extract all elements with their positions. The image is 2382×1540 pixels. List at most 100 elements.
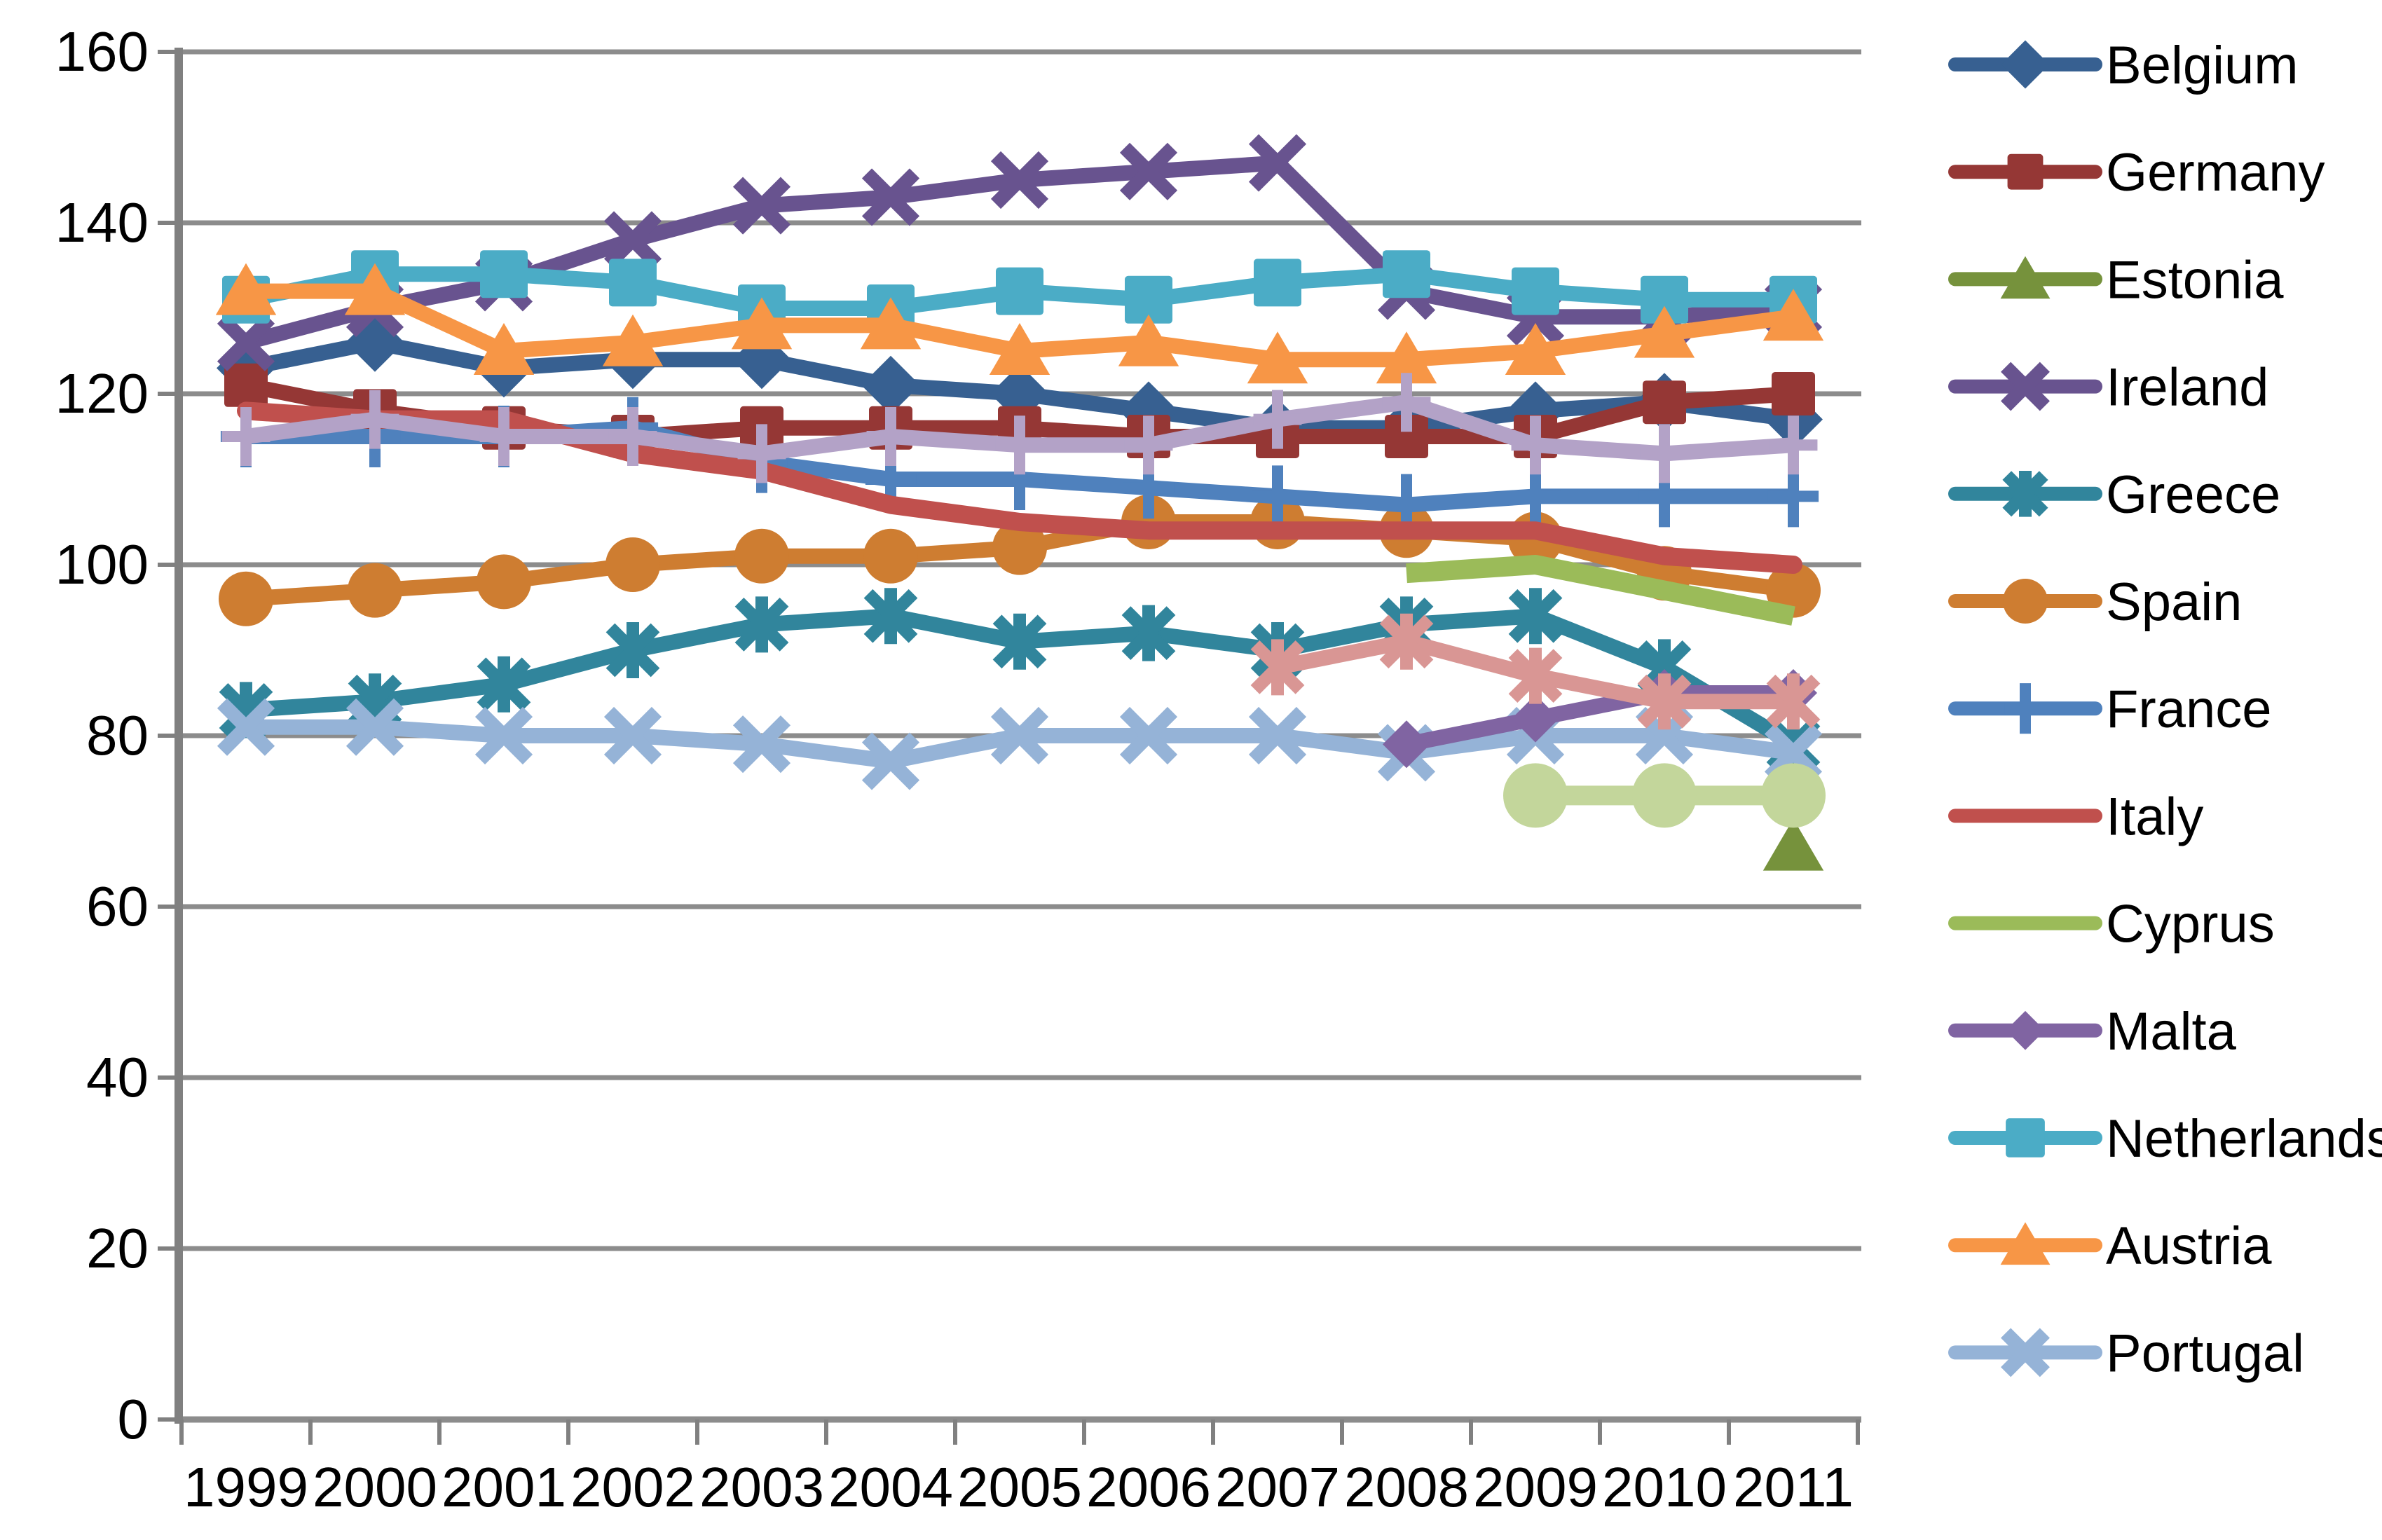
plus-marker xyxy=(1253,390,1302,449)
x-marker xyxy=(861,732,920,790)
square-marker xyxy=(1641,275,1688,324)
asterisk-marker xyxy=(1508,588,1563,645)
x-tick-label: 2002 xyxy=(570,1456,695,1518)
square-marker xyxy=(1383,250,1430,298)
asterisk-marker xyxy=(477,656,531,713)
legend-item-spain: Spain xyxy=(1948,572,2242,632)
series-netherlands xyxy=(222,250,1817,332)
plus-marker xyxy=(1510,465,1561,528)
series-unlabeled-circle xyxy=(1503,763,1826,828)
x-tick-label: 2000 xyxy=(313,1456,437,1518)
legend-item-italy: Italy xyxy=(1948,787,2203,846)
triangle-marker xyxy=(344,263,406,315)
triangle-marker xyxy=(1505,323,1566,375)
square-marker xyxy=(1512,267,1559,315)
triangle-marker xyxy=(1376,331,1437,384)
x-tick-label: 2005 xyxy=(957,1456,1082,1518)
legend-label-malta: Malta xyxy=(2106,1002,2237,1061)
legend-label-austria: Austria xyxy=(2106,1216,2272,1276)
square-marker xyxy=(1772,372,1815,415)
legend: Belgium Germany Estonia Ireland Greece Spain F… xyxy=(1948,36,2382,1383)
legend-label-ireland: Ireland xyxy=(2106,358,2268,418)
x-marker xyxy=(474,706,533,765)
triangle-marker xyxy=(2000,256,2051,299)
diamond-marker xyxy=(1383,720,1430,769)
asterisk-marker xyxy=(1250,639,1305,696)
asterisk-marker xyxy=(992,613,1047,670)
y-tick-label: 80 xyxy=(86,704,149,766)
plus-marker xyxy=(1769,415,1818,475)
y-tick-label: 140 xyxy=(55,191,149,254)
y-tick-label: 120 xyxy=(55,362,149,425)
asterisk-marker xyxy=(1379,613,1434,670)
x-marker xyxy=(603,211,662,269)
asterisk-marker xyxy=(1637,673,1692,730)
square-marker xyxy=(2006,1118,2045,1157)
legend-item-greece: Greece xyxy=(1948,465,2280,525)
plus-marker xyxy=(1124,415,1173,475)
legend-label-estonia: Estonia xyxy=(2106,250,2284,310)
legend-item-malta: Malta xyxy=(1948,1002,2237,1061)
triangle-marker xyxy=(1762,289,1824,341)
x-tick-label: 2003 xyxy=(699,1456,824,1518)
diamond-marker xyxy=(1512,694,1559,743)
series-austria xyxy=(215,263,1824,384)
legend-label-spain: Spain xyxy=(2106,572,2242,632)
triangle-marker xyxy=(1247,331,1308,384)
x-marker xyxy=(732,177,791,235)
triangle-marker xyxy=(731,297,793,350)
y-tick-label: 20 xyxy=(86,1217,149,1279)
legend-item-ireland: Ireland xyxy=(1948,358,2268,418)
x-marker xyxy=(1119,706,1178,765)
x-marker xyxy=(345,698,404,756)
y-tick-label: 40 xyxy=(86,1046,149,1108)
series-line-malta xyxy=(1404,685,1793,752)
legend-item-france: France xyxy=(1948,680,2272,739)
plus-marker xyxy=(1767,465,1819,528)
triangle-marker xyxy=(1634,305,1695,358)
x-marker xyxy=(603,706,662,765)
x-tick-label: 2011 xyxy=(1733,1456,1854,1518)
square-marker xyxy=(996,267,1043,315)
asterisk-marker xyxy=(2002,471,2048,517)
x-tick-label: 1999 xyxy=(184,1456,308,1518)
asterisk-marker xyxy=(734,596,789,653)
x-tick-label: 2004 xyxy=(828,1456,953,1518)
legend-label-greece: Greece xyxy=(2106,465,2280,525)
triangle-marker xyxy=(989,323,1050,375)
x-marker xyxy=(990,706,1049,765)
y-tick-label: 60 xyxy=(86,875,149,937)
square-marker xyxy=(1385,415,1428,458)
plus-marker xyxy=(1511,415,1560,475)
asterisk-marker xyxy=(863,588,918,645)
plus-marker xyxy=(479,407,528,466)
plus-marker xyxy=(866,407,915,466)
plus-marker xyxy=(1640,424,1689,483)
triangle-marker xyxy=(602,314,664,366)
square-marker xyxy=(1254,259,1301,307)
plus-marker xyxy=(350,390,399,449)
series-estonia xyxy=(1762,818,1824,871)
circle-marker xyxy=(863,528,918,584)
x-tick-label: 2007 xyxy=(1215,1456,1340,1518)
legend-item-austria: Austria xyxy=(1948,1216,2272,1276)
y-axis-labels: 0 20 40 60 80 100 120 140 160 xyxy=(55,20,149,1450)
x-axis-labels: 1999 2000 2001 2002 2003 2004 2005 2006 2007 2008… xyxy=(184,1456,1854,1518)
x-tick-label: 2009 xyxy=(1473,1456,1598,1518)
plus-marker xyxy=(1252,465,1303,528)
circle-marker xyxy=(1503,763,1568,828)
circle-marker xyxy=(992,520,1047,575)
square-marker xyxy=(480,250,528,298)
plus-marker xyxy=(737,424,786,483)
x-marker xyxy=(2001,362,2050,411)
asterisk-marker xyxy=(605,622,660,678)
plus-marker xyxy=(995,415,1044,475)
circle-marker xyxy=(2003,579,2048,624)
diamond-marker xyxy=(2001,40,2050,89)
x-tick-label: 2010 xyxy=(1602,1456,1727,1518)
triangle-marker xyxy=(473,323,535,375)
circle-marker xyxy=(1761,763,1826,828)
x-tick-label: 2001 xyxy=(442,1456,566,1518)
triangle-marker xyxy=(860,297,922,350)
